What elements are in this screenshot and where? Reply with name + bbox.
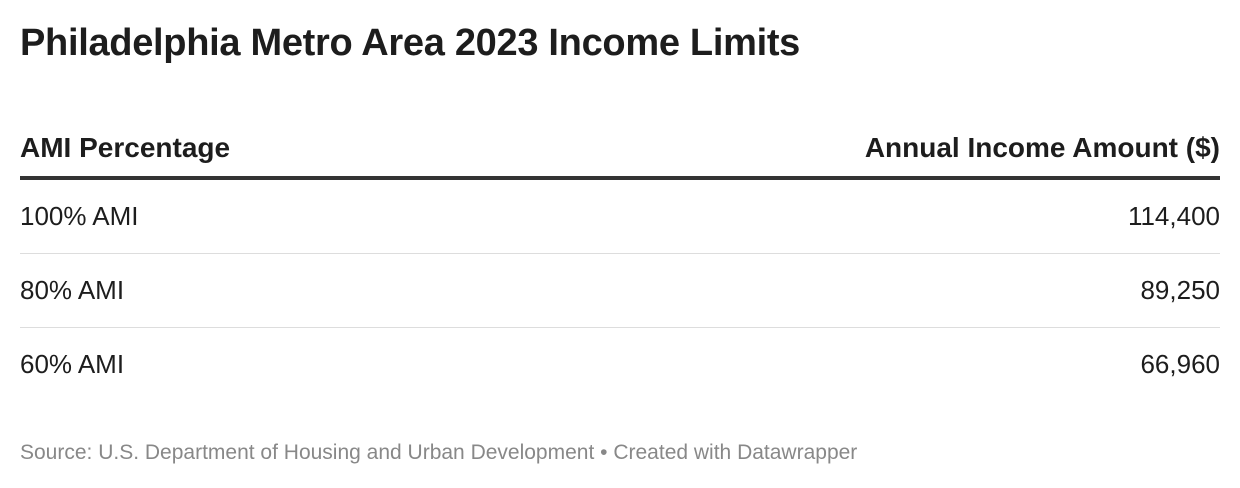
- income-cell: 66,960: [1140, 349, 1220, 379]
- table: AMI Percentage Annual Income Amount ($) 10…: [20, 120, 1220, 401]
- header-row: AMI Percentage Annual Income Amount ($): [20, 120, 1220, 180]
- column-header: AMI Percentage: [20, 132, 231, 163]
- footer: Source: U.S. Department of Housing and U…: [20, 441, 857, 465]
- income-cell: 114,400: [1127, 201, 1220, 231]
- table-row: 60% AMI 66,960: [20, 328, 1220, 401]
- income-cell: 89,250: [1140, 275, 1220, 305]
- credit: Created with Datawrapper: [613, 441, 858, 464]
- column-header: Annual Income Amount ($): [864, 132, 1220, 163]
- ami-cell: 80% AMI: [20, 275, 125, 305]
- table-row: 80% AMI 89,250: [20, 254, 1220, 328]
- source: Source: U.S. Department of Housing and U…: [20, 441, 595, 464]
- ami-cell: 60% AMI: [20, 349, 125, 379]
- separator: •: [594, 441, 614, 464]
- title: Philadelphia Metro Area 2023 Income Limi…: [20, 22, 801, 64]
- table-row: 100% AMI 114,400: [20, 180, 1220, 254]
- ami-cell: 100% AMI: [20, 201, 139, 231]
